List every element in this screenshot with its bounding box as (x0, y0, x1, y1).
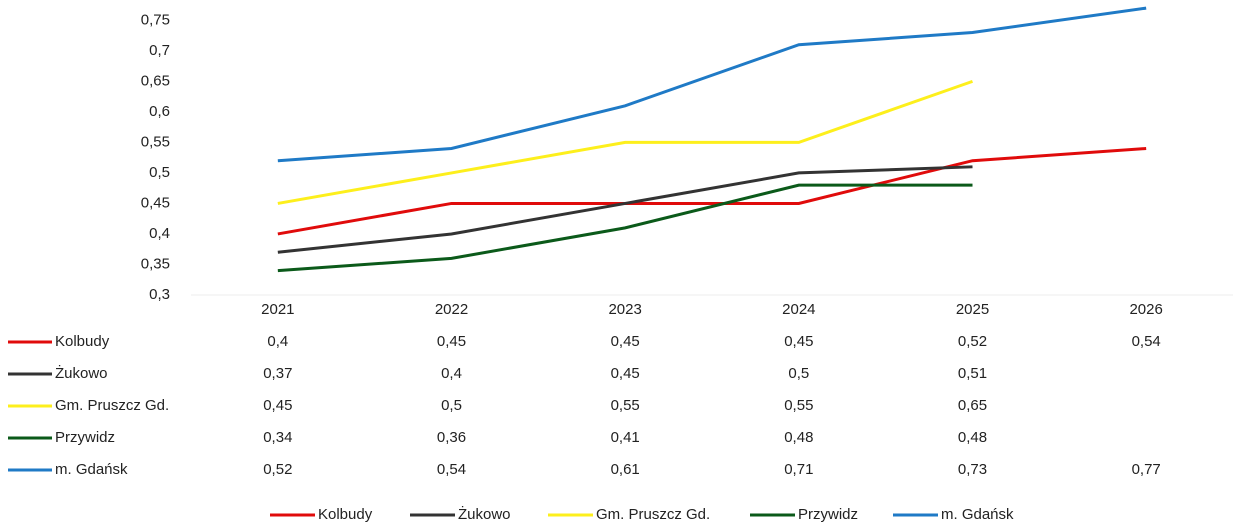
y-tick-label: 0,5 (149, 164, 170, 181)
series-line (277, 183, 973, 273)
table-cell: 0,37 (263, 365, 292, 382)
y-tick-label: 0,3 (149, 286, 170, 303)
table-cell: 0,54 (437, 461, 466, 478)
x-tick-label: 2023 (608, 301, 641, 318)
table-row-label: m. Gdańsk (55, 461, 128, 478)
table-cell: 0,71 (784, 461, 813, 478)
series-line (277, 165, 973, 254)
y-tick-label: 0,35 (141, 255, 170, 272)
table-cell: 0,77 (1132, 461, 1161, 478)
table-cell: 0,41 (611, 429, 640, 446)
table-cell: 0,5 (441, 397, 462, 414)
y-tick-label: 0,6 (149, 103, 170, 120)
table-cell: 0,73 (958, 461, 987, 478)
table-cell: 0,45 (784, 333, 813, 350)
y-tick-label: 0,65 (141, 72, 170, 89)
table-cell: 0,48 (958, 429, 987, 446)
y-tick-label: 0,55 (141, 133, 170, 150)
table-row-label: Przywidz (55, 429, 115, 446)
legend-label: Żukowo (458, 505, 511, 523)
x-tick-label: 2022 (435, 301, 468, 318)
table-cell: 0,54 (1132, 333, 1161, 350)
table-row-label: Kolbudy (55, 333, 110, 350)
table-cell: 0,45 (437, 333, 466, 350)
legend-label: Gm. Pruszcz Gd. (596, 506, 710, 523)
table-cell: 0,5 (788, 365, 809, 382)
y-tick-label: 0,7 (149, 42, 170, 59)
table-cell: 0,48 (784, 429, 813, 446)
table-cell: 0,36 (437, 429, 466, 446)
table-cell: 0,45 (611, 365, 640, 382)
legend-label: m. Gdańsk (941, 506, 1014, 523)
table-cell: 0,45 (263, 397, 292, 414)
table-cell: 0,4 (267, 333, 288, 350)
legend-label: Kolbudy (318, 506, 373, 523)
y-tick-label: 0,45 (141, 194, 170, 211)
table-cell: 0,65 (958, 397, 987, 414)
table-cell: 0,4 (441, 365, 462, 382)
x-tick-label: 2025 (956, 301, 989, 318)
table-cell: 0,51 (958, 365, 987, 382)
legend-label: Przywidz (798, 506, 858, 523)
series-line (277, 147, 1147, 236)
x-tick-label: 2024 (782, 301, 815, 318)
y-tick-label: 0,75 (141, 11, 170, 28)
table-cell: 0,52 (263, 461, 292, 478)
series-line (277, 6, 1147, 163)
table-cell: 0,52 (958, 333, 987, 350)
table-cell: 0,55 (611, 397, 640, 414)
table-cell: 0,45 (611, 333, 640, 350)
x-tick-label: 2026 (1129, 301, 1162, 318)
series-line (277, 79, 973, 205)
table-cell: 0,61 (611, 461, 640, 478)
table-cell: 0,34 (263, 429, 292, 446)
table-row-label: Gm. Pruszcz Gd. (55, 397, 169, 414)
table-cell: 0,55 (784, 397, 813, 414)
table-row-label: Żukowo (55, 364, 108, 382)
x-tick-label: 2021 (261, 301, 294, 318)
y-tick-label: 0,4 (149, 225, 170, 242)
